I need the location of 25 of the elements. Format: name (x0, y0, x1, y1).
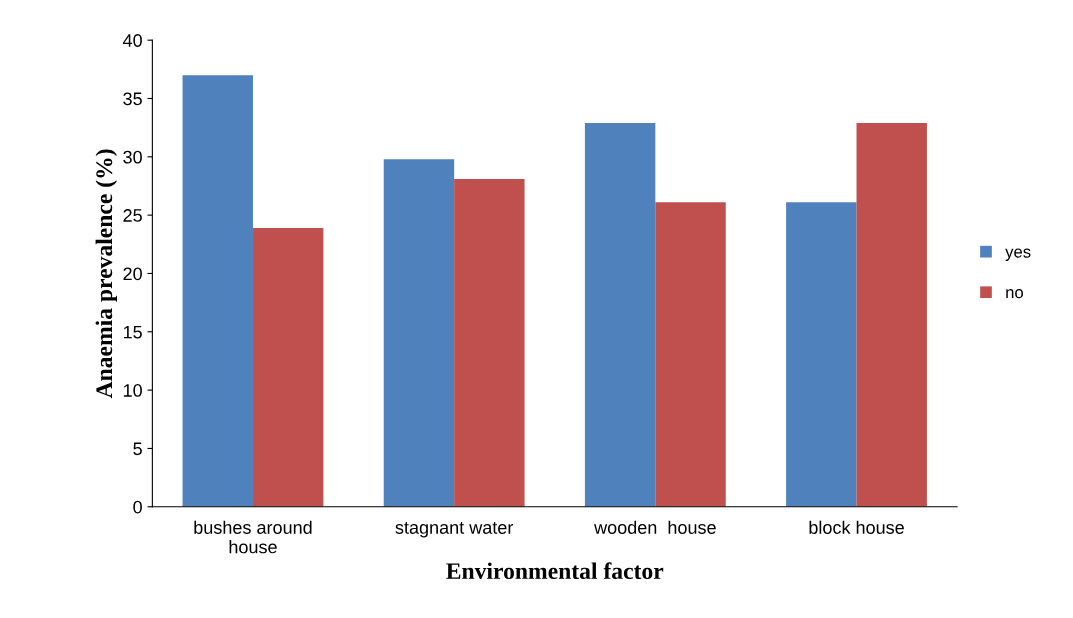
y-tick-label: 40 (122, 34, 142, 47)
bar (383, 159, 455, 507)
x-tick-label: wooden house (594, 520, 716, 534)
y-tick-label: 5 (133, 442, 142, 456)
y-tick-label: 20 (123, 267, 142, 281)
bar (182, 75, 253, 507)
y-tick-label: 35 (123, 92, 142, 106)
bar (856, 122, 927, 507)
y-tick-label: 15 (123, 325, 142, 339)
y-tick-label: 25 (123, 209, 142, 222)
legend-label: no (1006, 289, 1023, 299)
y-tick-label: 30 (123, 150, 142, 164)
bar (454, 178, 525, 507)
bar (584, 122, 656, 507)
legend-label: yes (1005, 248, 1031, 261)
y-tick-label: 0 (133, 500, 142, 514)
y-axis-title: Anaemia prevalence (%) (95, 149, 118, 399)
bar (252, 227, 324, 507)
x-tick-label: bushes around house (194, 520, 312, 554)
x-tick-label: block house (809, 520, 904, 534)
bar (786, 202, 857, 507)
x-axis-title: Environmental factor (446, 562, 664, 580)
x-tick-label: stagnant water (395, 522, 514, 538)
bar (655, 202, 726, 507)
y-tick-label: 10 (123, 384, 142, 397)
